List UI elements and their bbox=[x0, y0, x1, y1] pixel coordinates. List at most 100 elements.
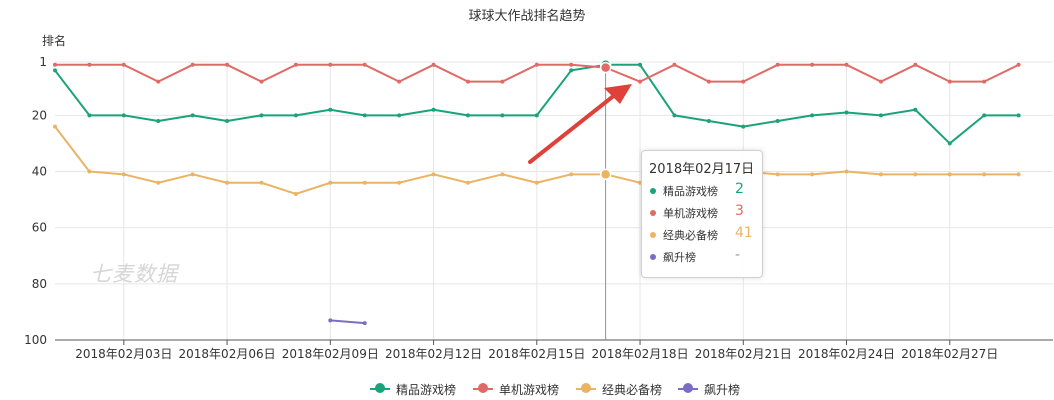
x-tick-label: 2018年02月06日 bbox=[179, 347, 276, 361]
data-point bbox=[775, 118, 780, 123]
data-point bbox=[982, 172, 987, 177]
data-point bbox=[53, 68, 57, 73]
y-axis-label: 排名 bbox=[42, 34, 67, 48]
data-point bbox=[190, 172, 195, 177]
legend-label: 单机游戏榜 bbox=[499, 383, 560, 397]
tooltip-series-name: 经典必备榜 bbox=[663, 229, 718, 242]
data-point bbox=[878, 79, 883, 84]
data-point bbox=[706, 118, 711, 123]
data-point bbox=[741, 79, 746, 84]
data-point bbox=[53, 62, 57, 67]
x-tick-label: 2018年02月12日 bbox=[385, 347, 482, 361]
tooltip-row: 经典必备榜 41 bbox=[649, 225, 759, 245]
data-point bbox=[362, 321, 367, 326]
data-point bbox=[569, 172, 574, 177]
data-point bbox=[706, 79, 711, 84]
data-point bbox=[844, 62, 849, 67]
tooltip: 2018年02月17日 精品游戏榜 2 单机游戏榜 3 经典必备榜 41 飙升榜… bbox=[641, 150, 763, 278]
data-point bbox=[534, 180, 539, 185]
data-point bbox=[465, 79, 470, 84]
data-point bbox=[121, 172, 126, 177]
x-tick-label: 2018年02月21日 bbox=[695, 347, 792, 361]
data-point bbox=[599, 61, 612, 74]
x-tick-label: 2018年02月15日 bbox=[488, 347, 585, 361]
y-tick-label: 100 bbox=[24, 333, 47, 347]
y-tick-label: 20 bbox=[32, 108, 47, 122]
watermark: 七麦数据 bbox=[90, 262, 178, 286]
tooltip-dot bbox=[650, 210, 656, 216]
chart-title: 球球大作战排名趋势 bbox=[468, 9, 586, 24]
data-point bbox=[259, 79, 264, 84]
data-point bbox=[947, 141, 952, 146]
data-point bbox=[500, 79, 505, 84]
tooltip-value: 2 bbox=[735, 181, 744, 197]
tooltip-row: 飙升榜 - bbox=[649, 247, 759, 267]
data-point bbox=[328, 62, 333, 67]
data-point bbox=[431, 172, 436, 177]
legend-label: 飙升榜 bbox=[704, 383, 741, 397]
tooltip-value: - bbox=[735, 247, 741, 263]
data-point bbox=[775, 62, 780, 67]
data-point bbox=[328, 318, 333, 323]
legend-item[interactable]: 精品游戏榜 bbox=[370, 380, 462, 398]
data-point bbox=[913, 62, 918, 67]
legend-marker bbox=[478, 383, 488, 393]
data-point bbox=[328, 180, 333, 185]
data-point bbox=[775, 172, 780, 177]
data-point bbox=[500, 172, 505, 177]
data-point bbox=[328, 107, 333, 112]
data-point bbox=[465, 180, 470, 185]
x-tick-label: 2018年02月09日 bbox=[282, 347, 379, 361]
x-tick-label: 2018年02月03日 bbox=[75, 347, 172, 361]
data-point bbox=[397, 113, 402, 118]
data-point bbox=[293, 113, 298, 118]
data-point bbox=[87, 169, 92, 174]
data-point bbox=[878, 172, 883, 177]
data-point bbox=[293, 62, 298, 67]
data-point bbox=[810, 172, 815, 177]
data-point bbox=[1016, 62, 1021, 67]
tooltip-value: 41 bbox=[735, 225, 753, 241]
data-point bbox=[121, 113, 126, 118]
x-tick-label: 2018年02月27日 bbox=[901, 347, 998, 361]
legend-marker bbox=[683, 383, 693, 393]
data-point bbox=[465, 113, 470, 118]
data-point bbox=[156, 118, 161, 123]
tooltip-series-name: 飙升榜 bbox=[663, 251, 696, 264]
data-point bbox=[947, 172, 952, 177]
data-point bbox=[293, 191, 298, 196]
data-point bbox=[569, 68, 574, 73]
data-point bbox=[913, 107, 918, 112]
legend-item[interactable]: 飙升榜 bbox=[678, 380, 748, 398]
data-point bbox=[225, 180, 230, 185]
legend-item[interactable]: 经典必备榜 bbox=[576, 380, 668, 398]
data-point bbox=[982, 113, 987, 118]
legend-item[interactable]: 单机游戏榜 bbox=[473, 380, 565, 398]
data-point bbox=[534, 62, 539, 67]
y-tick-label: 1 bbox=[39, 55, 47, 69]
tooltip-dot bbox=[650, 254, 656, 260]
series-line bbox=[330, 319, 365, 325]
data-point bbox=[397, 79, 402, 84]
data-point bbox=[259, 180, 264, 185]
data-point bbox=[1016, 113, 1021, 118]
tooltip-date: 2018年02月17日 bbox=[649, 162, 755, 177]
data-point bbox=[741, 124, 746, 129]
data-point bbox=[156, 79, 161, 84]
data-point bbox=[638, 79, 643, 84]
legend-label: 精品游戏榜 bbox=[396, 383, 457, 397]
data-point bbox=[259, 113, 264, 118]
legend-marker bbox=[581, 383, 591, 393]
x-tick-label: 2018年02月24日 bbox=[798, 347, 895, 361]
data-point bbox=[599, 168, 612, 181]
data-point bbox=[810, 62, 815, 67]
data-point bbox=[878, 113, 883, 118]
data-point bbox=[190, 62, 195, 67]
data-point bbox=[53, 124, 57, 129]
data-point bbox=[431, 62, 436, 67]
y-tick-label: 60 bbox=[32, 221, 47, 235]
y-tick-label: 80 bbox=[32, 277, 47, 291]
tooltip-series-name: 单机游戏榜 bbox=[663, 207, 718, 220]
